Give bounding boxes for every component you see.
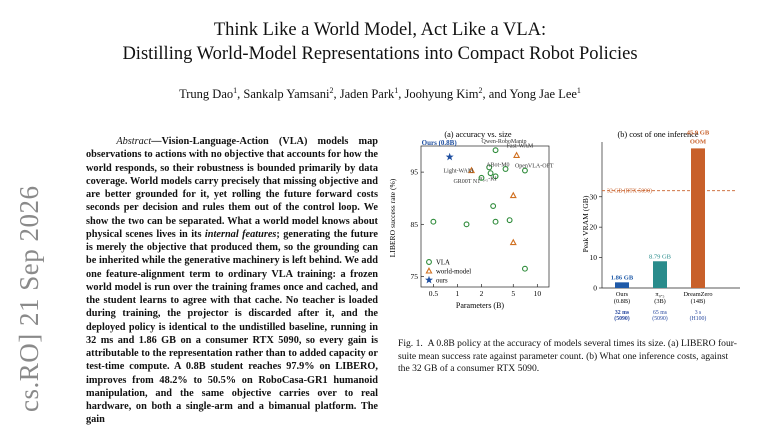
latency-device-label: (5090) <box>652 315 668 322</box>
y-tick-label: 85 <box>411 220 419 229</box>
data-point <box>492 218 499 225</box>
latency-device-label: (5090) <box>614 315 630 322</box>
bar-value-label: 8.79 GB <box>649 253 672 260</box>
author: Yong Jae Lee1 <box>509 86 581 102</box>
data-point <box>487 170 494 177</box>
category-label: Ours <box>616 291 629 298</box>
data-point <box>521 265 528 272</box>
oom-label: OOM <box>690 138 706 145</box>
chart-b-ylabel: Peak VRAM (GB) <box>581 195 590 252</box>
data-point <box>509 238 517 246</box>
point-label: Qwen-RoboManip <box>482 139 527 145</box>
vram-limit-label: 32 GB (RTX 5090) <box>607 188 652 195</box>
author: Sankalp Yamsani2 <box>243 86 334 102</box>
legend-marker <box>425 267 433 274</box>
author: Trung Dao1 <box>179 86 238 102</box>
x-tick-label: 2 <box>480 289 484 298</box>
category-size-label: (14B) <box>691 298 706 305</box>
abstract-text-2: ; generating the future is merely the ob… <box>86 228 378 426</box>
legend-label: ours <box>436 278 448 285</box>
latency-label: 32 ms <box>615 310 630 316</box>
chart-a-ylabel: LIBERO success rate (%) <box>388 178 397 257</box>
data-point <box>521 167 528 174</box>
y-tick-label: 75 <box>411 272 419 281</box>
y-tick-label: 95 <box>411 168 419 177</box>
point-label: Ours (0.8B) <box>422 139 458 147</box>
point-label: GR00T N1 <box>453 179 480 185</box>
bar-value-label: 45.9 GB <box>687 129 710 136</box>
legend-label: world-model <box>436 269 471 276</box>
chart-a-title: (a) accuracy vs. size <box>444 130 512 139</box>
arxiv-stamp: cs.RO] 21 Sep 2026 <box>14 185 44 413</box>
chart-a-xlabel: Parameters (B) <box>456 301 505 310</box>
bar-value-label: 1.86 GB <box>611 274 634 281</box>
author: Joohyung Kim2 <box>404 86 483 102</box>
y-tick-label: 10 <box>590 253 598 262</box>
abstract-text: Vision-Language-Action (VLA) models map … <box>86 136 378 240</box>
y-tick-label: 20 <box>590 223 598 232</box>
latency-label: 3 s <box>695 310 702 316</box>
legend-marker <box>425 275 433 284</box>
point-label: π₀.₅-KI <box>480 176 497 182</box>
x-tick-label: 0.5 <box>429 289 439 298</box>
chart-a-legend: VLA world-model ours <box>425 259 471 285</box>
x-tick-label: 10 <box>534 289 542 298</box>
data-point <box>513 151 521 158</box>
author: Jaden Park1 <box>339 86 399 102</box>
point-label: Light-WAM <box>443 169 473 175</box>
author-list: Trung Dao1, Sankalp Yamsani2, Jaden Park… <box>179 86 581 102</box>
chart-a-plot-area <box>420 145 550 288</box>
x-tick-label: 5 <box>511 289 515 298</box>
data-point <box>502 166 509 172</box>
y-tick-label: 0 <box>593 284 597 293</box>
data-point <box>506 217 513 224</box>
caption-label: Fig. 1. <box>398 338 423 349</box>
bar <box>691 148 705 288</box>
data-point <box>490 203 497 210</box>
chart-b-title: (b) cost of one inference <box>617 130 698 139</box>
abstract-label: Abstract <box>116 136 152 147</box>
category-label: DreamZero <box>683 291 712 298</box>
ours-star-marker <box>445 152 454 161</box>
abstract-emphasis: internal features <box>204 228 277 240</box>
caption-text: A 0.8B policy at the accuracy of models … <box>398 338 737 374</box>
legend-marker <box>426 259 432 265</box>
category-label: π₀.₅ <box>655 291 664 298</box>
latency-label: 65 ms <box>653 310 668 316</box>
bar <box>653 261 667 288</box>
y-tick-label: 30 <box>590 192 598 201</box>
category-size-label: (3B) <box>654 298 666 305</box>
data-point <box>509 191 517 199</box>
x-tick-label: 1 <box>456 289 460 298</box>
data-point <box>467 166 476 174</box>
data-point <box>492 173 499 180</box>
legend-label: VLA <box>436 260 450 267</box>
title-line-1: Think Like a World Model, Act Like a VLA… <box>213 20 547 40</box>
data-point <box>492 147 499 154</box>
accuracy-vs-size-chart: (a) accuracy vs. size LIBERO success rat… <box>388 130 554 310</box>
latency-device-label: (H100) <box>690 315 707 322</box>
data-point <box>478 174 485 181</box>
bar <box>615 282 629 288</box>
point-label: ABot-M0 <box>486 162 509 168</box>
data-point <box>486 164 493 171</box>
data-point <box>463 221 470 228</box>
abstract: Abstract—Vision-Language-Action (VLA) mo… <box>86 136 378 426</box>
data-point <box>430 218 437 225</box>
inference-cost-chart: (b) cost of one inference Peak VRAM (GB)… <box>581 129 740 322</box>
category-size-label: (0.8B) <box>614 298 630 305</box>
point-label: OpenVLA-OFT <box>515 164 554 170</box>
point-label: Fast-WAM <box>507 143 534 149</box>
figure-caption: Fig. 1. A 0.8B policy at the accuracy of… <box>398 338 738 376</box>
title-line-2: Distilling World-Model Representations i… <box>122 44 638 64</box>
paper-title: Think Like a World Model, Act Like a VLA… <box>60 18 700 66</box>
